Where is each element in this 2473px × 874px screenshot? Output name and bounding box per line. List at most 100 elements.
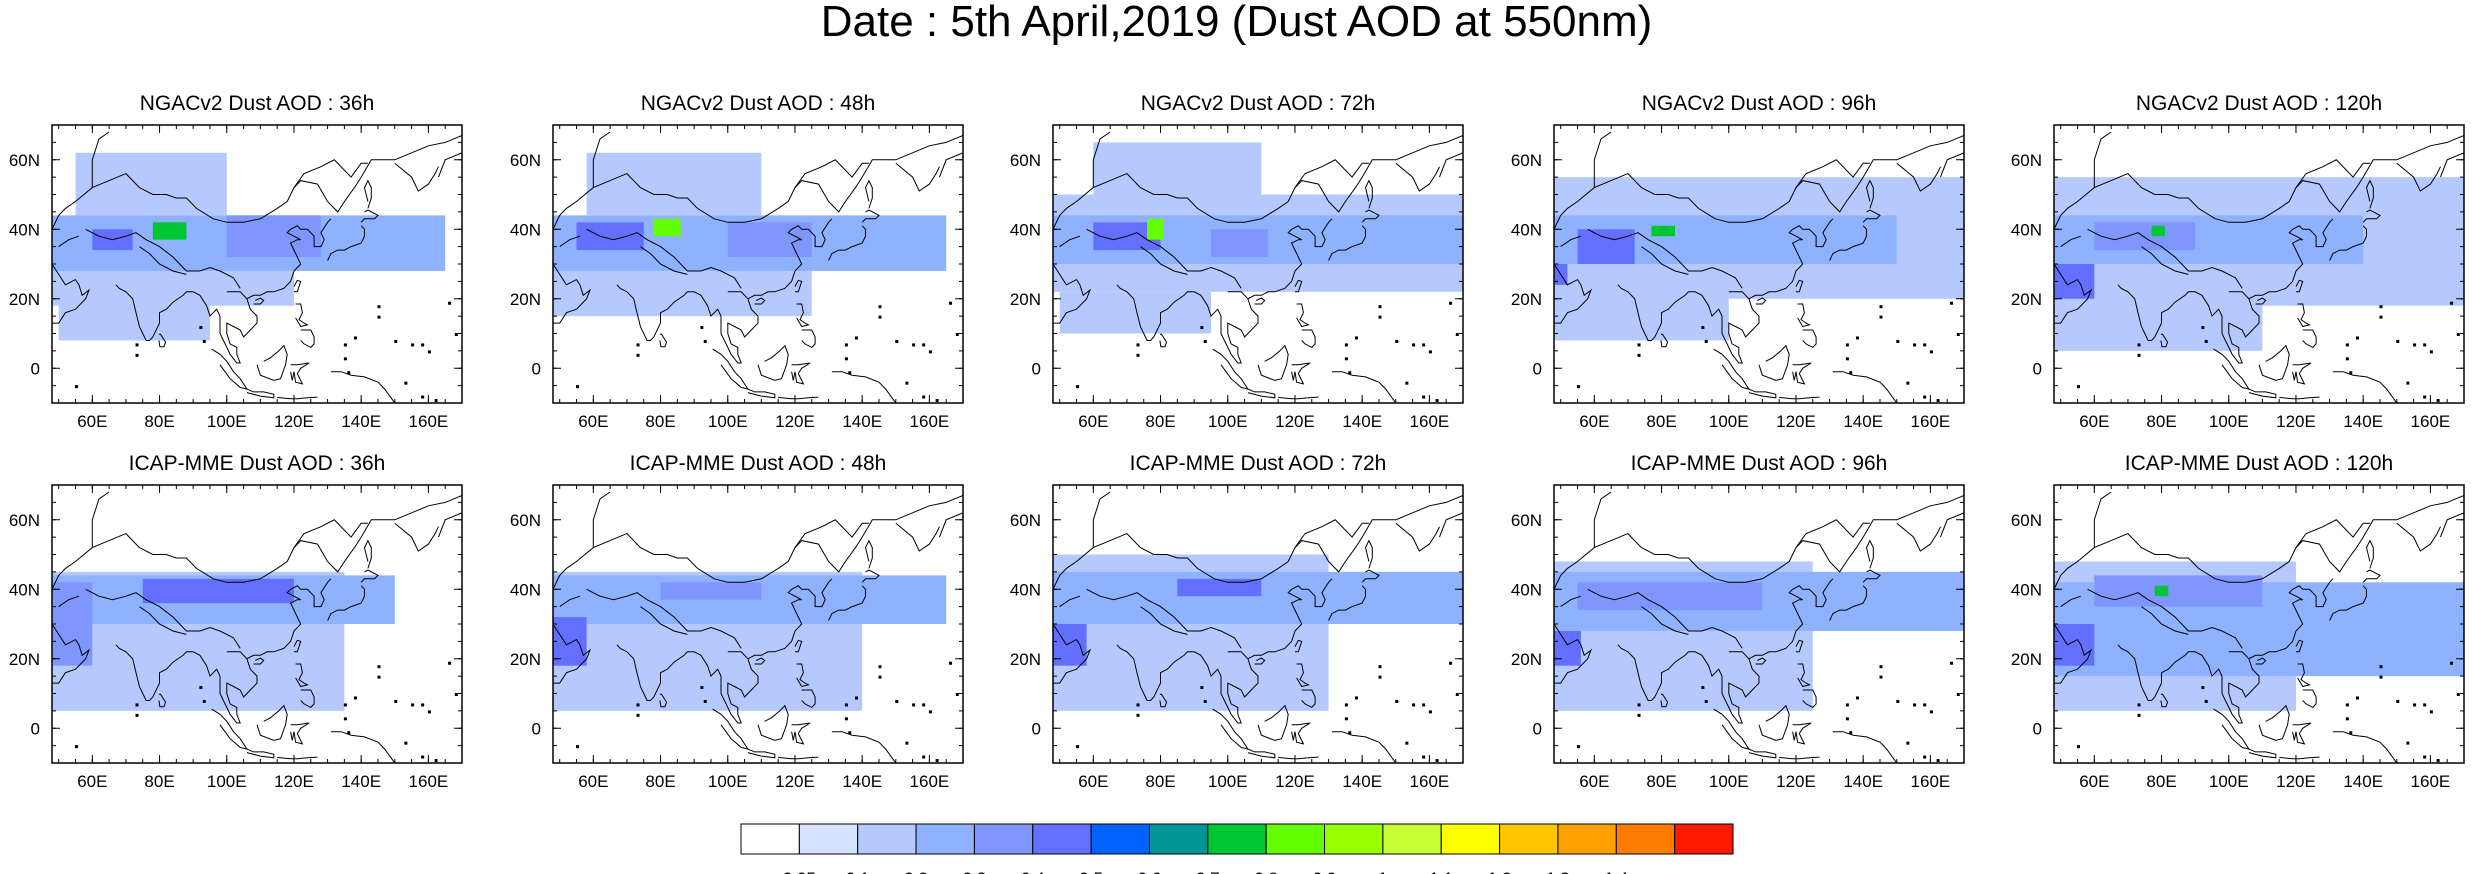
lat-tick-label: 60N bbox=[2011, 511, 2042, 530]
lon-tick-label: 140E bbox=[1843, 412, 1883, 431]
island-dot bbox=[1405, 381, 1409, 385]
island-dot bbox=[1435, 759, 1439, 763]
island-dot bbox=[1849, 371, 1853, 375]
dust-plume-region bbox=[2094, 222, 2196, 251]
island-dot bbox=[199, 326, 203, 330]
coastline bbox=[1059, 595, 1081, 608]
island-dot bbox=[905, 741, 909, 745]
coastline bbox=[2258, 704, 2290, 741]
dust-plume-region bbox=[2094, 575, 2263, 607]
dust-plume-region bbox=[660, 582, 762, 600]
coastline bbox=[1116, 578, 1333, 724]
lat-tick-label: 60N bbox=[9, 151, 40, 170]
coastline bbox=[1294, 639, 1303, 653]
coastline bbox=[1795, 279, 1804, 293]
coastline bbox=[290, 362, 310, 385]
island-dot bbox=[1428, 350, 1432, 354]
island-dot bbox=[844, 717, 848, 721]
coastline bbox=[2332, 731, 2398, 763]
coastline bbox=[1116, 218, 1333, 364]
lat-tick-label: 0 bbox=[31, 719, 40, 738]
coastline bbox=[1296, 663, 1310, 688]
island-dot bbox=[135, 353, 139, 357]
lon-tick-label: 160E bbox=[910, 412, 950, 431]
coastline bbox=[2054, 134, 2464, 230]
map-panel: 60E 80E 100E 120E 140E 160E 60N 40N 20N 0 bbox=[510, 124, 964, 431]
coastline bbox=[616, 578, 833, 724]
island-dot bbox=[2423, 395, 2427, 399]
island-dot bbox=[1855, 336, 1859, 340]
island-dot bbox=[878, 315, 882, 319]
island-dot bbox=[2355, 696, 2359, 700]
coastline bbox=[2295, 519, 2370, 548]
lon-tick-label: 140E bbox=[1342, 412, 1382, 431]
island-dot bbox=[928, 710, 932, 714]
coastline bbox=[1795, 159, 1870, 188]
island-dot bbox=[1906, 741, 1910, 745]
island-dot bbox=[377, 315, 381, 319]
dust-plume-region bbox=[1059, 291, 1211, 334]
coastline bbox=[1227, 651, 1249, 660]
island-dot bbox=[1849, 731, 1853, 735]
coastline bbox=[2302, 689, 2317, 709]
island-dot bbox=[1354, 696, 1358, 700]
coastline bbox=[1896, 162, 1941, 192]
coastline bbox=[1758, 344, 1790, 381]
coastline bbox=[1247, 388, 1276, 399]
lon-tick-label: 120E bbox=[274, 772, 314, 791]
island-dot bbox=[1136, 713, 1140, 717]
coastline bbox=[2329, 585, 2367, 621]
coastline bbox=[1439, 152, 1463, 178]
coastline bbox=[801, 689, 816, 709]
coastline bbox=[712, 348, 750, 390]
colorbar-label: 0.5 bbox=[1079, 869, 1103, 874]
colorbar-label: 0.8 bbox=[1254, 869, 1278, 874]
coastline bbox=[2332, 371, 2398, 403]
lat-tick-label: 60N bbox=[1010, 151, 1041, 170]
island-dot bbox=[1412, 343, 1416, 347]
coastline bbox=[1257, 344, 1289, 381]
coastline bbox=[1554, 494, 1964, 590]
island-dot bbox=[2379, 315, 2383, 319]
dust-plume-region bbox=[1210, 229, 1269, 258]
coastline bbox=[1728, 291, 1750, 300]
coastline bbox=[363, 179, 372, 209]
coastline bbox=[1294, 519, 1369, 548]
coastline bbox=[330, 371, 396, 403]
coastline bbox=[2141, 246, 2189, 275]
coastline bbox=[1361, 209, 1380, 223]
island-dot bbox=[1412, 703, 1416, 707]
lon-tick-label: 120E bbox=[1275, 772, 1315, 791]
lat-tick-label: 60N bbox=[9, 511, 40, 530]
coastline bbox=[295, 303, 309, 328]
lat-tick-label: 20N bbox=[9, 290, 40, 309]
island-dot bbox=[1076, 745, 1080, 749]
coastline bbox=[1554, 623, 1593, 684]
island-dot bbox=[2396, 339, 2400, 343]
island-dot bbox=[199, 686, 203, 690]
island-dot bbox=[1348, 731, 1352, 735]
island-dot bbox=[411, 343, 415, 347]
coastline bbox=[1587, 228, 1743, 289]
lat-tick-label: 60N bbox=[510, 151, 541, 170]
dust-plume-region bbox=[653, 218, 681, 237]
colorbar-swatch bbox=[740, 823, 800, 855]
island-dot bbox=[878, 675, 882, 679]
colorbar-label: 0.4 bbox=[1021, 869, 1045, 874]
coastline bbox=[2093, 131, 2112, 188]
island-dot bbox=[135, 343, 139, 347]
lon-tick-label: 160E bbox=[1410, 772, 1450, 791]
coastline bbox=[747, 388, 776, 399]
lat-tick-label: 0 bbox=[1533, 719, 1542, 738]
lat-tick-label: 20N bbox=[1010, 290, 1041, 309]
coastline bbox=[1755, 657, 1767, 665]
island-dot bbox=[1422, 703, 1426, 707]
coastline bbox=[2396, 162, 2441, 192]
lon-tick-label: 160E bbox=[910, 772, 950, 791]
lon-tick-label: 160E bbox=[2411, 772, 2451, 791]
island-dot bbox=[636, 343, 640, 347]
map-panel: 60E 80E 100E 120E 140E 160E 60N 40N 20N 0 bbox=[9, 484, 463, 791]
dust-plume-region bbox=[586, 152, 762, 216]
coastline bbox=[1792, 362, 1812, 385]
